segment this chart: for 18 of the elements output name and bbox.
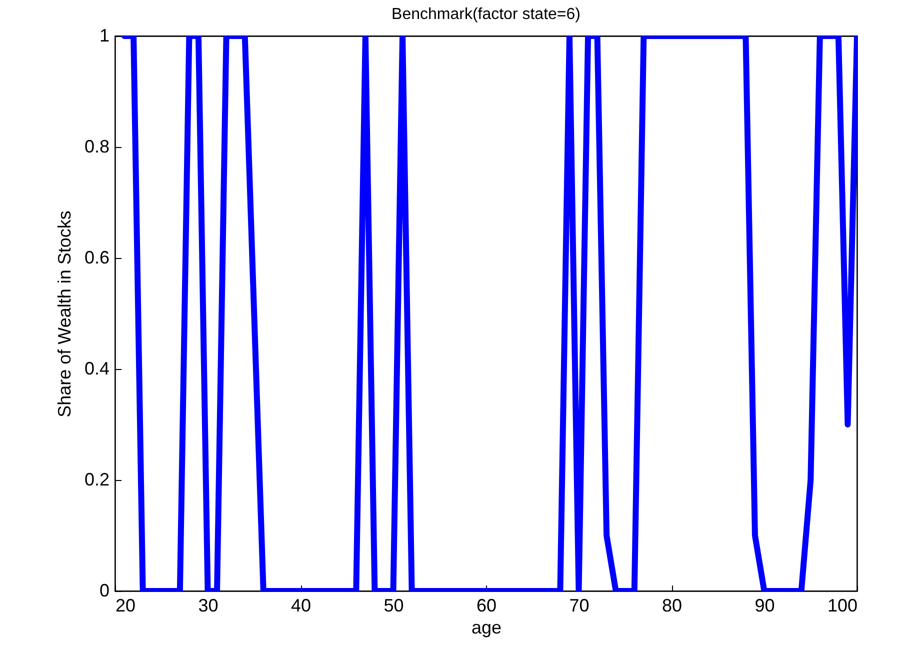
x-tick-label: 40 bbox=[290, 596, 312, 616]
y-tick-label: 0.2 bbox=[84, 470, 110, 490]
y-axis-title: Share of Wealth in Stocks bbox=[54, 210, 74, 418]
y-tick-label: 0 bbox=[99, 580, 110, 600]
chart-title: Benchmark(factor state=6) bbox=[392, 6, 580, 23]
y-tick-label: 1 bbox=[99, 26, 110, 46]
x-tick-label: 60 bbox=[476, 596, 497, 616]
x-tick-label: 70 bbox=[569, 596, 590, 616]
y-tick-label: 0.4 bbox=[84, 358, 110, 378]
x-tick-label: 50 bbox=[384, 596, 404, 616]
y-tick-label: 0.6 bbox=[84, 248, 110, 268]
x-tick-label: 80 bbox=[662, 596, 682, 616]
x-tick-label: 90 bbox=[754, 596, 775, 616]
x-axis-title: age bbox=[471, 618, 502, 638]
x-tick-label: 30 bbox=[198, 596, 218, 616]
x-tick-label: 20 bbox=[116, 596, 136, 616]
y-tick-label: 0.8 bbox=[84, 136, 110, 156]
x-tick-label: 100 bbox=[827, 596, 858, 616]
